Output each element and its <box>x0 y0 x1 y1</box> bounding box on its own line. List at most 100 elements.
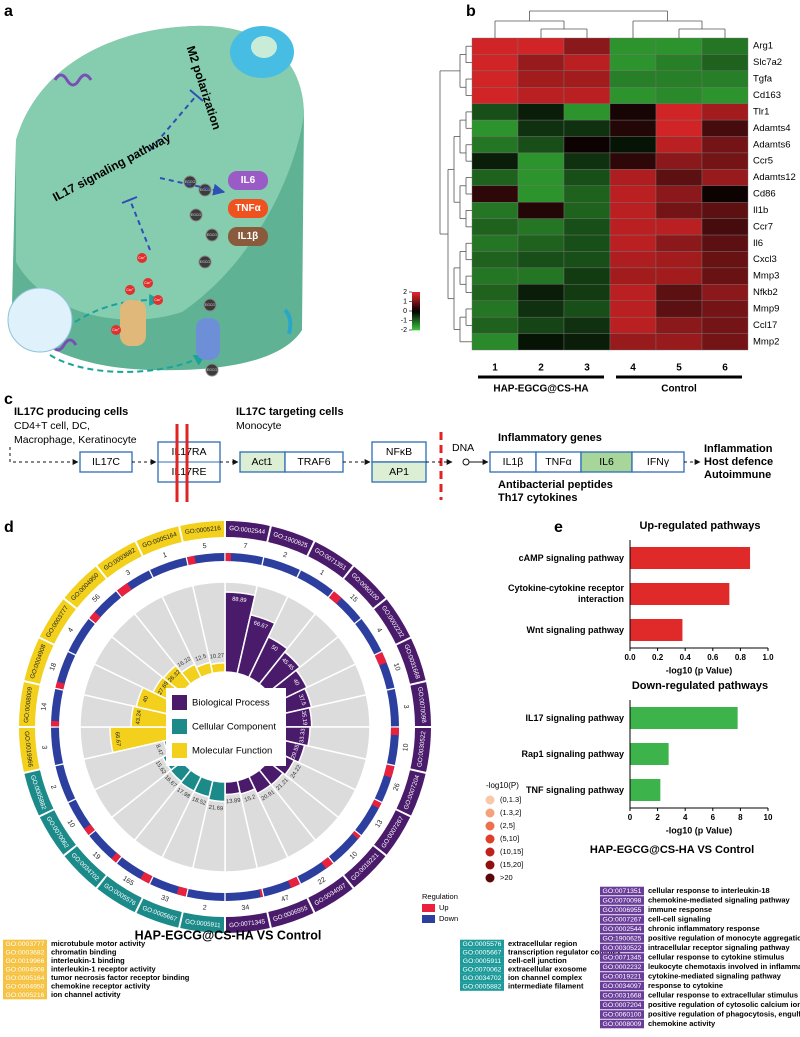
pathway-node: IL17RA <box>171 446 206 458</box>
bar <box>630 743 669 765</box>
panel-label: a <box>4 3 13 20</box>
heatmap-cell <box>655 54 703 72</box>
heatmap-cell <box>701 284 749 301</box>
gene-count: 1 <box>318 569 325 577</box>
colorbar-label: -1 <box>401 317 407 324</box>
percent-label: 12.5 <box>195 654 208 663</box>
heatmap-cell <box>517 234 565 252</box>
go-label-box <box>19 727 40 772</box>
heatmap-cell <box>655 284 703 301</box>
heatmap-cell <box>517 333 565 351</box>
regulation-down <box>262 557 300 578</box>
pathway-node: IL17RE <box>171 466 206 478</box>
percent-label: 21.69 <box>208 805 223 813</box>
group-label: HAP-EGCG@CS-HA <box>493 384 588 395</box>
go-label-box <box>64 846 106 888</box>
gene-count: 10 <box>66 819 76 829</box>
gene-count: 2 <box>282 552 288 560</box>
activate-arrow <box>159 177 226 196</box>
colorbar-step <box>412 305 420 308</box>
term-name: chemokine-mediated signaling pathway <box>648 895 791 904</box>
term-id-box <box>460 965 504 974</box>
regulation-up <box>51 720 60 727</box>
go-label-box <box>410 682 431 727</box>
term-id: GO:0004908 <box>6 966 45 973</box>
go-id: GO:0005911 <box>185 918 222 929</box>
ion-channel <box>120 300 146 346</box>
regulation-down <box>51 688 64 727</box>
heatmap-cell <box>609 87 657 104</box>
heatmap-cell <box>471 70 519 88</box>
colorbar-step <box>412 307 420 310</box>
percent-label: 18.52 <box>191 797 207 807</box>
regulation-up <box>374 652 387 666</box>
regulation-up <box>371 799 382 809</box>
row-label: Slc7a2 <box>753 57 782 68</box>
colorbar-step <box>412 301 420 304</box>
category-swatch <box>172 719 187 734</box>
term-id-box <box>460 939 504 949</box>
regulation-up <box>259 888 264 898</box>
regulation-down <box>386 688 399 727</box>
regulation-up <box>390 727 399 736</box>
go-label-box <box>308 876 353 913</box>
percent-label: 88.89 <box>232 597 247 605</box>
row-label: Cxcl3 <box>753 254 777 265</box>
regulation-up <box>383 764 395 778</box>
gene-count: 56 <box>91 593 102 604</box>
receptor <box>283 308 293 335</box>
term-id: GO:0005911 <box>463 958 502 965</box>
heatmap-cell <box>471 267 519 285</box>
percent-label: 66.67 <box>113 732 121 747</box>
term-name: extracellular exosome <box>508 964 587 973</box>
heatmap-cell <box>471 251 519 269</box>
percent-label: 50 <box>270 644 279 653</box>
term-name: chromatin binding <box>51 947 117 956</box>
regulation-down <box>225 888 264 901</box>
regulation-up <box>111 852 121 863</box>
category-label-box: TNF signaling pathway <box>526 785 624 795</box>
chart-title: Up-regulated pathways <box>639 520 760 532</box>
heatmap-cell <box>471 169 519 186</box>
go-label-box <box>180 521 225 542</box>
heatmap-cell <box>517 136 565 154</box>
calcium-ion <box>125 285 135 295</box>
gene-count: 2 <box>202 905 207 912</box>
panel-label: c <box>4 391 13 408</box>
row-label: Arg1 <box>753 41 773 52</box>
heatmap-cell <box>701 37 749 55</box>
heatmap-cell <box>471 185 519 203</box>
heatmap-cell <box>609 316 657 334</box>
heatmap-cell <box>655 202 703 219</box>
bar <box>630 583 730 605</box>
percent-label: 66.67 <box>253 620 269 630</box>
term-id-box <box>600 924 644 934</box>
gene-count: 2 <box>49 784 57 790</box>
heatmap-cell <box>609 70 657 88</box>
heatmap-cell <box>471 119 519 137</box>
heatmap-cell <box>471 234 519 252</box>
colorbar-step <box>412 295 420 298</box>
egcg-label: EGCG <box>207 368 218 372</box>
term-id: GO:1900625 <box>603 935 642 942</box>
heatmap-cell <box>609 119 657 137</box>
legend-label: (2,5] <box>500 821 515 830</box>
go-label-box <box>136 526 182 556</box>
term-id: GO:0006955 <box>603 907 642 914</box>
heatmap-cell <box>517 251 565 269</box>
legend-label: (0,1.3] <box>500 795 521 804</box>
pathway-node: Act1 <box>251 456 272 468</box>
pathway-title: IL17C targeting cells <box>236 406 344 418</box>
gene-count: 4 <box>375 627 383 634</box>
heatmap-cell <box>471 284 519 301</box>
heatmap-cell <box>655 103 703 121</box>
category-label: Molecular Function <box>192 746 272 757</box>
colorbar-step <box>412 297 420 300</box>
legend-label: Up <box>439 903 449 912</box>
gene-count: 22 <box>317 876 327 886</box>
heatmap-cell <box>609 267 657 285</box>
term-id-box <box>3 956 47 966</box>
egcg-molecule <box>198 183 212 197</box>
heatmap-cell <box>471 37 519 55</box>
